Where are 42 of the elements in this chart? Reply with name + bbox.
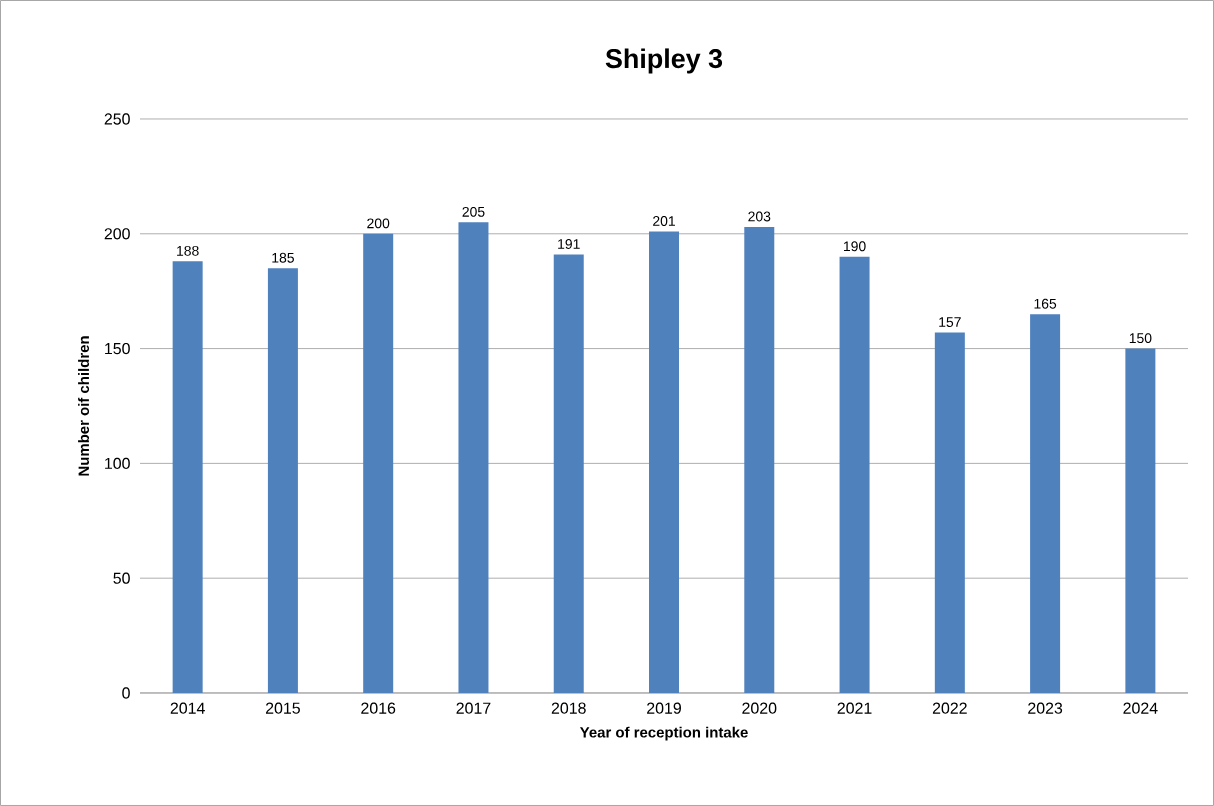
x-tick-label: 2018 [551,702,586,714]
y-tick-label: 250 [104,113,130,125]
y-tick-label: 200 [104,228,130,240]
data-label: 201 [653,216,675,226]
x-tick-label: 2015 [265,702,300,714]
x-tick-label: 2017 [456,702,491,714]
x-tick-label: 2020 [742,702,777,714]
y-axis-title: Number oif children [78,336,90,476]
x-axis-title: Year of reception intake [579,726,748,741]
data-label: 165 [1034,298,1057,309]
data-label: 190 [843,241,866,252]
x-tick-label: 2022 [932,702,967,714]
data-label: 188 [177,245,199,256]
chart-title: Shipley 3 [605,48,723,74]
x-tick-label: 2021 [837,702,872,714]
bar [934,332,965,693]
y-tick-label: 150 [105,342,130,355]
bar [649,231,680,693]
bar [839,256,870,693]
y-tick-label: 50 [113,572,130,584]
bar [1030,314,1061,693]
y-tick-label: 100 [105,457,130,470]
x-tick-label: 2014 [170,702,205,714]
bar [1125,348,1156,693]
data-label: 191 [558,239,580,249]
data-label: 150 [1129,333,1152,344]
bar [267,268,298,693]
bar [553,254,584,693]
x-tick-label: 2023 [1028,702,1063,714]
y-tick-label: 0 [122,687,130,699]
data-label: 200 [367,218,390,229]
bar [458,222,489,693]
x-tick-label: 2024 [1123,702,1158,714]
x-tick-label: 2019 [647,702,681,714]
data-label: 203 [748,211,771,222]
data-label: 185 [272,252,294,263]
data-label: 157 [939,317,961,327]
bar [363,233,394,693]
bar [744,226,775,693]
bar [172,261,203,693]
data-label: 205 [462,206,485,217]
x-tick-label: 2016 [361,702,396,714]
